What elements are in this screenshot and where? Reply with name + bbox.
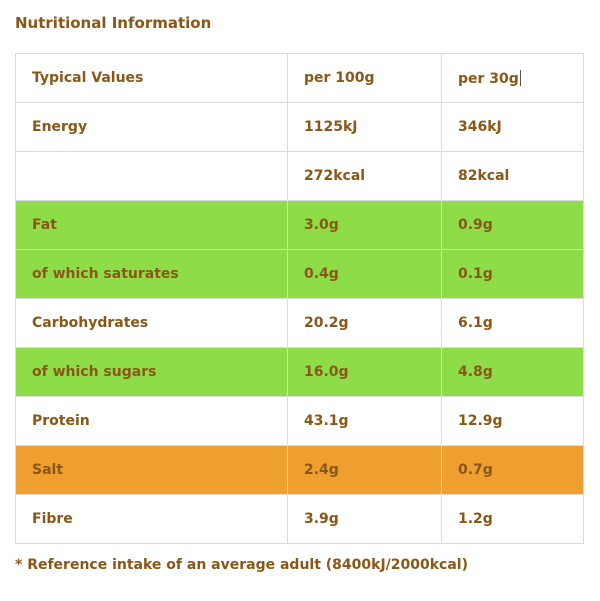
table-row-energy-kj: Energy 1125kJ 346kJ	[15, 102, 584, 152]
table-row-carbohydrates: Carbohydrates 20.2g 6.1g	[15, 298, 584, 348]
reference-intake-footnote: * Reference intake of an average adult (…	[15, 557, 468, 573]
column-header-per-30g-label: per 30g	[458, 70, 519, 87]
per-30g-value: 0.9g	[441, 200, 584, 250]
table-row-salt: Salt 2.4g 0.7g	[15, 445, 584, 495]
row-label: Energy	[15, 102, 288, 152]
row-label: Carbohydrates	[15, 298, 288, 348]
per-30g-value: 4.8g	[441, 347, 584, 397]
per-100g-value: 3.9g	[287, 494, 442, 544]
row-label: Fibre	[15, 494, 288, 544]
per-30g-value: 12.9g	[441, 396, 584, 446]
nutrition-table: Typical Values per 100g per 30g Energy 1…	[15, 53, 584, 544]
row-label: Fat	[15, 200, 288, 250]
row-label	[15, 151, 288, 201]
per-100g-value: 1125kJ	[287, 102, 442, 152]
row-label: Protein	[15, 396, 288, 446]
table-header-row: Typical Values per 100g per 30g	[15, 53, 584, 103]
page-title: Nutritional Information	[15, 14, 212, 32]
table-row-fibre: Fibre 3.9g 1.2g	[15, 494, 584, 544]
per-100g-value: 0.4g	[287, 249, 442, 299]
table-row-energy-kcal: 272kcal 82kcal	[15, 151, 584, 201]
column-header-per-100g: per 100g	[287, 53, 442, 103]
per-30g-value: 1.2g	[441, 494, 584, 544]
per-30g-value: 0.7g	[441, 445, 584, 495]
column-header-typical-values: Typical Values	[15, 53, 288, 103]
row-label: Salt	[15, 445, 288, 495]
row-label: of which sugars	[15, 347, 288, 397]
row-label: of which saturates	[15, 249, 288, 299]
per-30g-value: 6.1g	[441, 298, 584, 348]
per-100g-value: 43.1g	[287, 396, 442, 446]
per-30g-value: 82kcal	[441, 151, 584, 201]
table-row-sugars: of which sugars 16.0g 4.8g	[15, 347, 584, 397]
per-100g-value: 20.2g	[287, 298, 442, 348]
table-row-saturates: of which saturates 0.4g 0.1g	[15, 249, 584, 299]
table-row-fat: Fat 3.0g 0.9g	[15, 200, 584, 250]
per-30g-value: 346kJ	[441, 102, 584, 152]
per-100g-value: 272kcal	[287, 151, 442, 201]
per-30g-value: 0.1g	[441, 249, 584, 299]
per-100g-value: 16.0g	[287, 347, 442, 397]
table-row-protein: Protein 43.1g 12.9g	[15, 396, 584, 446]
column-header-per-30g: per 30g	[441, 53, 584, 103]
per-100g-value: 3.0g	[287, 200, 442, 250]
per-100g-value: 2.4g	[287, 445, 442, 495]
text-cursor	[519, 69, 521, 86]
